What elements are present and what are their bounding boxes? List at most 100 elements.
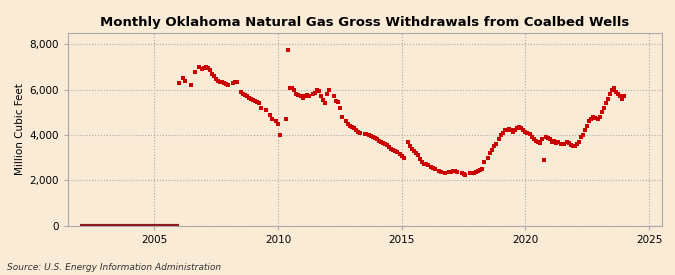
Point bbox=[468, 171, 479, 175]
Point bbox=[568, 144, 578, 148]
Point bbox=[392, 150, 403, 154]
Point bbox=[209, 74, 219, 78]
Point bbox=[452, 170, 463, 174]
Point bbox=[219, 81, 230, 85]
Point bbox=[330, 99, 341, 103]
Point bbox=[371, 137, 382, 142]
Point bbox=[190, 69, 201, 74]
Point bbox=[596, 110, 607, 114]
Point bbox=[355, 130, 366, 135]
Point bbox=[314, 89, 325, 93]
Point bbox=[227, 81, 238, 85]
Point bbox=[238, 92, 248, 96]
Point bbox=[611, 90, 622, 94]
Point bbox=[545, 137, 556, 142]
Point bbox=[312, 87, 323, 92]
Point bbox=[592, 117, 603, 121]
Point bbox=[539, 158, 549, 162]
Point bbox=[563, 141, 574, 145]
Point bbox=[322, 92, 333, 96]
Point bbox=[173, 81, 184, 85]
Point bbox=[520, 129, 531, 134]
Point bbox=[394, 152, 405, 156]
Point bbox=[439, 171, 450, 176]
Point bbox=[324, 87, 335, 92]
Point bbox=[223, 83, 234, 87]
Point bbox=[416, 160, 427, 164]
Point bbox=[497, 130, 508, 135]
Point bbox=[553, 139, 564, 144]
Point bbox=[215, 79, 225, 84]
Point bbox=[500, 128, 510, 133]
Point bbox=[246, 97, 256, 101]
Point bbox=[502, 128, 512, 133]
Point bbox=[275, 133, 286, 137]
Point bbox=[347, 125, 358, 129]
Point bbox=[458, 172, 469, 176]
Title: Monthly Oklahoma Natural Gas Gross Withdrawals from Coalbed Wells: Monthly Oklahoma Natural Gas Gross Withd… bbox=[100, 16, 629, 29]
Point bbox=[572, 142, 583, 146]
Point bbox=[194, 65, 205, 69]
Point bbox=[250, 99, 261, 103]
Point bbox=[244, 95, 254, 100]
Point bbox=[551, 141, 562, 145]
Point bbox=[483, 155, 493, 160]
Point bbox=[576, 135, 587, 139]
Point bbox=[334, 106, 345, 110]
Point bbox=[332, 100, 343, 104]
Point bbox=[588, 115, 599, 119]
Point bbox=[543, 136, 554, 141]
Point bbox=[559, 142, 570, 146]
Point bbox=[429, 167, 440, 171]
Point bbox=[533, 139, 543, 144]
Point bbox=[363, 133, 374, 137]
Point bbox=[528, 137, 539, 142]
Point bbox=[406, 146, 417, 151]
Point bbox=[584, 119, 595, 123]
Point bbox=[522, 130, 533, 135]
Point bbox=[369, 136, 380, 141]
Point bbox=[414, 156, 425, 161]
Point bbox=[487, 147, 498, 152]
Point bbox=[518, 128, 529, 133]
Point bbox=[617, 97, 628, 101]
Point bbox=[619, 94, 630, 99]
Point bbox=[404, 144, 415, 148]
Point bbox=[271, 119, 281, 123]
Point bbox=[359, 131, 370, 136]
Point bbox=[464, 171, 475, 176]
Point bbox=[607, 87, 618, 92]
Point bbox=[582, 124, 593, 128]
Point bbox=[345, 124, 356, 128]
Point bbox=[236, 90, 246, 94]
Point bbox=[211, 77, 221, 82]
Point bbox=[320, 101, 331, 105]
Point bbox=[390, 148, 401, 153]
Point bbox=[186, 83, 196, 87]
Point bbox=[477, 167, 487, 171]
Point bbox=[450, 169, 461, 173]
Point bbox=[524, 131, 535, 136]
Point bbox=[231, 79, 242, 84]
Point bbox=[378, 141, 389, 145]
Point bbox=[508, 129, 518, 134]
Point bbox=[419, 162, 430, 167]
Point bbox=[297, 95, 308, 100]
Point bbox=[373, 138, 384, 143]
Point bbox=[379, 142, 390, 146]
Point bbox=[590, 116, 601, 120]
Point bbox=[196, 67, 207, 72]
Point bbox=[565, 143, 576, 147]
Point bbox=[506, 128, 516, 133]
Point bbox=[340, 119, 351, 123]
Text: Source: U.S. Energy Information Administration: Source: U.S. Energy Information Administ… bbox=[7, 263, 221, 272]
Point bbox=[609, 86, 620, 91]
Point bbox=[526, 135, 537, 139]
Point bbox=[291, 92, 302, 96]
Point bbox=[198, 66, 209, 70]
Point bbox=[448, 169, 458, 173]
Point bbox=[594, 115, 605, 119]
Point bbox=[349, 126, 360, 130]
Point bbox=[601, 101, 612, 105]
Point bbox=[472, 169, 483, 173]
